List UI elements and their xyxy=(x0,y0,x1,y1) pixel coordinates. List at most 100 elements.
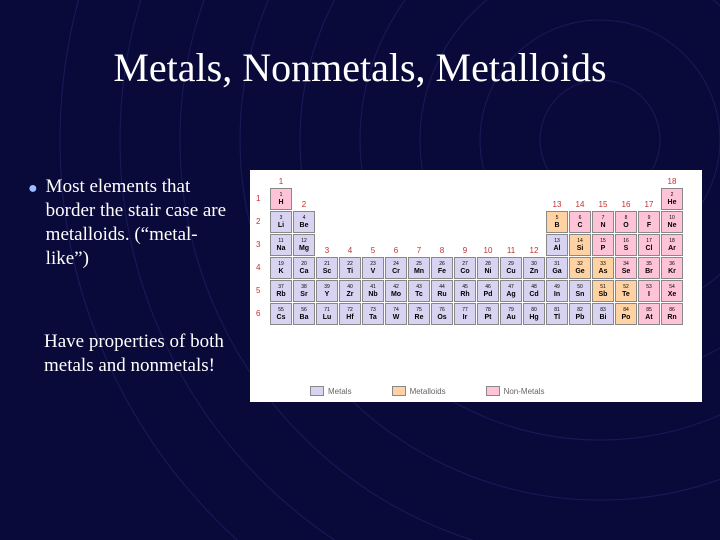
element-cell: 48Cd xyxy=(523,280,545,302)
element-cell: 8O xyxy=(615,211,637,233)
element-cell: 43Tc xyxy=(408,280,430,302)
element-cell: 26Fe xyxy=(431,257,453,279)
element-cell: 51Sb xyxy=(592,280,614,302)
group-label: 9 xyxy=(454,246,476,255)
element-cell: 73Ta xyxy=(362,303,384,325)
legend-item: Non-Metals xyxy=(486,386,545,396)
period-label: 5 xyxy=(256,286,260,295)
element-cell: 44Ru xyxy=(431,280,453,302)
element-cell: 38Sr xyxy=(293,280,315,302)
element-cell: 19K xyxy=(270,257,292,279)
element-cell: 35Br xyxy=(638,257,660,279)
element-cell: 80Hg xyxy=(523,303,545,325)
element-cell: 32Ge xyxy=(569,257,591,279)
group-label: 12 xyxy=(523,246,545,255)
group-label: 14 xyxy=(569,200,591,209)
element-cell: 20Ca xyxy=(293,257,315,279)
element-cell: 18Ar xyxy=(661,234,683,256)
group-label: 11 xyxy=(500,246,522,255)
legend-label: Metals xyxy=(328,387,352,396)
pt-legend: Metals Metalloids Non-Metals xyxy=(310,386,544,396)
element-cell: 74W xyxy=(385,303,407,325)
group-label: 7 xyxy=(408,246,430,255)
element-cell: 40Zr xyxy=(339,280,361,302)
period-label: 4 xyxy=(256,263,260,272)
bullet-dot-icon: ● xyxy=(28,178,38,200)
group-label: 5 xyxy=(362,246,384,255)
legend-swatch xyxy=(486,386,500,396)
element-cell: 42Mo xyxy=(385,280,407,302)
element-cell: 81Tl xyxy=(546,303,568,325)
element-cell: 21Sc xyxy=(316,257,338,279)
element-cell: 33As xyxy=(592,257,614,279)
element-cell: 85At xyxy=(638,303,660,325)
group-label: 18 xyxy=(661,177,683,186)
group-label: 10 xyxy=(477,246,499,255)
element-cell: 82Pb xyxy=(569,303,591,325)
element-cell: 9F xyxy=(638,211,660,233)
element-cell: 30Zn xyxy=(523,257,545,279)
element-cell: 49In xyxy=(546,280,568,302)
element-cell: 25Mn xyxy=(408,257,430,279)
sub-text: Have properties of both metals and nonme… xyxy=(44,330,234,378)
element-cell: 29Cu xyxy=(500,257,522,279)
element-cell: 3Li xyxy=(270,211,292,233)
element-cell: 45Rh xyxy=(454,280,476,302)
element-cell: 16S xyxy=(615,234,637,256)
legend-swatch xyxy=(392,386,406,396)
element-cell: 39Y xyxy=(316,280,338,302)
element-cell: 77Ir xyxy=(454,303,476,325)
element-cell: 76Os xyxy=(431,303,453,325)
element-cell: 56Ba xyxy=(293,303,315,325)
group-label: 3 xyxy=(316,246,338,255)
element-cell: 84Po xyxy=(615,303,637,325)
element-cell: 72Hf xyxy=(339,303,361,325)
element-cell: 11Na xyxy=(270,234,292,256)
element-cell: 17Cl xyxy=(638,234,660,256)
element-cell: 12Mg xyxy=(293,234,315,256)
element-cell: 2He xyxy=(661,188,683,210)
element-cell: 4Be xyxy=(293,211,315,233)
element-cell: 46Pd xyxy=(477,280,499,302)
group-label: 17 xyxy=(638,200,660,209)
bullet-text: Most elements that border the stair case… xyxy=(46,175,238,271)
element-cell: 47Ag xyxy=(500,280,522,302)
group-label: 15 xyxy=(592,200,614,209)
period-label: 3 xyxy=(256,240,260,249)
legend-item: Metalloids xyxy=(392,386,446,396)
group-label: 13 xyxy=(546,200,568,209)
legend-label: Non-Metals xyxy=(504,387,545,396)
element-cell: 83Bi xyxy=(592,303,614,325)
element-cell: 37Rb xyxy=(270,280,292,302)
element-cell: 78Pt xyxy=(477,303,499,325)
periodic-table: 1234567891011121314151617181234561H2He3L… xyxy=(250,170,702,402)
element-cell: 50Sn xyxy=(569,280,591,302)
group-label: 2 xyxy=(293,200,315,209)
legend-swatch xyxy=(310,386,324,396)
element-cell: 34Se xyxy=(615,257,637,279)
period-label: 6 xyxy=(256,309,260,318)
group-label: 6 xyxy=(385,246,407,255)
group-label: 1 xyxy=(270,177,292,186)
group-label: 16 xyxy=(615,200,637,209)
element-cell: 55Cs xyxy=(270,303,292,325)
element-cell: 54Xe xyxy=(661,280,683,302)
element-cell: 13Al xyxy=(546,234,568,256)
element-cell: 27Co xyxy=(454,257,476,279)
group-label: 4 xyxy=(339,246,361,255)
element-cell: 22Ti xyxy=(339,257,361,279)
element-cell: 86Rn xyxy=(661,303,683,325)
element-cell: 6C xyxy=(569,211,591,233)
element-cell: 10Ne xyxy=(661,211,683,233)
element-cell: 1H xyxy=(270,188,292,210)
element-cell: 52Te xyxy=(615,280,637,302)
element-cell: 53I xyxy=(638,280,660,302)
element-cell: 24Cr xyxy=(385,257,407,279)
element-cell: 7N xyxy=(592,211,614,233)
element-cell: 71Lu xyxy=(316,303,338,325)
element-cell: 23V xyxy=(362,257,384,279)
legend-item: Metals xyxy=(310,386,352,396)
element-cell: 79Au xyxy=(500,303,522,325)
element-cell: 41Nb xyxy=(362,280,384,302)
group-label: 8 xyxy=(431,246,453,255)
